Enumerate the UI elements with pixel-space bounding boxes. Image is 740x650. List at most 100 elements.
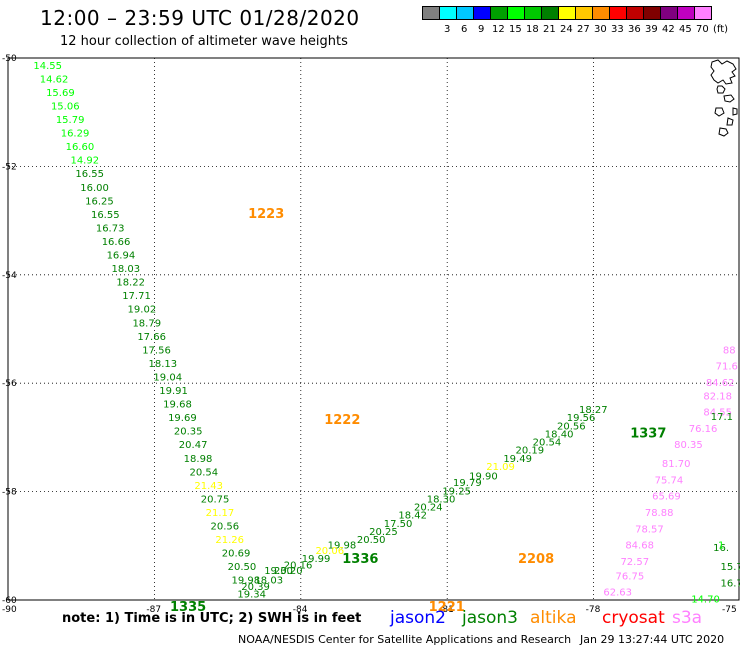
scale-label: 70 (696, 24, 709, 35)
scale-label: 24 (560, 24, 573, 35)
wave-height-reading: 18.13 (149, 359, 178, 370)
y-tick-label: -50 (2, 54, 17, 64)
x-tick-label: -81 (439, 605, 454, 615)
wave-height-reading: 16.94 (107, 251, 136, 262)
wave-height-reading: 19.56 (567, 413, 596, 424)
wave-height-reading: 14.70 (691, 595, 720, 606)
wave-height-reading: 62.63 (603, 588, 632, 599)
y-tick-label: -56 (2, 379, 17, 389)
scale-unit: (ft) (713, 24, 729, 35)
wave-height-reading: 19.98 (328, 541, 357, 552)
wave-height-reading: 88 (723, 345, 736, 356)
credit-line: NOAA/NESDIS Center for Satellite Applica… (238, 633, 572, 646)
wave-height-reading: 71.6 (716, 362, 738, 373)
wave-height-reading: 20.20 (274, 566, 303, 577)
wave-height-reading: 19.30 (264, 566, 293, 577)
pass-time-label: 1335 (170, 600, 206, 615)
wave-height-reading: 15.69 (46, 88, 75, 99)
coastline-segment (714, 107, 725, 117)
wave-height-reading: 20.69 (222, 549, 251, 560)
wave-height-reading: 19.99 (302, 554, 331, 565)
wave-height-reading: 18.27 (579, 405, 608, 416)
coastline-segment (723, 94, 735, 103)
legend-item-jason2: jason2 (390, 608, 446, 628)
wave-height-reading: 18.30 (427, 494, 456, 505)
coastline-segment (726, 117, 734, 126)
wave-height-reading: 19.68 (163, 400, 192, 411)
wave-height-reading: 15.7 (720, 562, 740, 573)
wave-height-reading: 19.25 (442, 486, 471, 497)
wave-height-reading: 16.55 (91, 210, 120, 221)
wave-height-reading: 17.56 (142, 345, 171, 356)
wave-height-reading: 20.06 (315, 546, 344, 557)
wave-height-reading: 19.49 (503, 454, 532, 465)
wave-height-reading: 16.60 (66, 142, 95, 153)
scale-label: 42 (662, 24, 675, 35)
wave-height-reading: 72.57 (620, 557, 649, 568)
y-tick-label: -54 (2, 271, 17, 281)
scale-label: 12 (492, 24, 505, 35)
axis-ticks: -90 -87 -84 -81 -78 -75 -50 -52 -54 -56 -58 -60 (2, 54, 737, 615)
wave-height-reading: 18.03 (254, 576, 283, 587)
wave-height-reading: 19.34 (237, 589, 266, 600)
x-tick-label: -75 (722, 605, 737, 615)
wave-height-reading: 16.25 (85, 196, 114, 207)
scale-label: 9 (478, 24, 485, 35)
legend-item-jason3: jason3 (462, 608, 518, 628)
wave-height-reading: 20.25 (369, 527, 398, 538)
x-tick-label: -84 (293, 605, 308, 615)
legend-item-altika: altika (530, 608, 577, 628)
wave-height-reading: 65.69 (652, 492, 681, 503)
scale-label: 27 (577, 24, 590, 35)
wave-height-reading: 14.92 (70, 156, 99, 167)
wave-height-reading: 20.39 (241, 582, 270, 593)
wave-height-reading: 19.02 (128, 305, 157, 316)
scale-label: 39 (645, 24, 658, 35)
wave-height-reading: 78.57 (635, 524, 664, 535)
scale-label: 30 (594, 24, 607, 35)
wave-height-reading: 20.50 (228, 562, 257, 573)
scale-label: 15 (509, 24, 522, 35)
wave-height-reading: 19.79 (453, 478, 482, 489)
coastline-segment (732, 107, 738, 116)
wave-height-reading: 19.98 (232, 576, 261, 587)
scale-label: 36 (628, 24, 641, 35)
wave-height-reading: 18.40 (545, 429, 574, 440)
pass-time-label: 1337 (630, 426, 666, 441)
wave-height-reading: 18.22 (116, 278, 145, 289)
y-tick-label: -58 (2, 488, 17, 498)
pass-time-label: 1222 (324, 413, 360, 428)
pass-time-label: 2208 (518, 552, 554, 567)
wave-height-reading: 84.62 (706, 378, 735, 389)
wave-height-reading: 81.70 (662, 459, 691, 470)
wave-height-reading: 20.56 (211, 522, 240, 533)
map-grid (7, 57, 740, 601)
wave-height-reading: 19.91 (159, 386, 188, 397)
wave-height-reading: 75.74 (655, 475, 684, 486)
scale-label: 18 (526, 24, 539, 35)
wave-height-reading: 19.90 (469, 472, 498, 483)
pass-time-label: 1336 (342, 552, 378, 567)
wave-height-reading: 18.79 (132, 318, 161, 329)
wave-height-reading: 76.75 (616, 571, 645, 582)
pass-time-label: 1221 (429, 600, 465, 615)
wave-height-reading: 16.00 (80, 183, 109, 194)
wave-height-reading: 14.62 (40, 74, 69, 85)
wave-height-reading: 20.54 (533, 438, 562, 449)
wave-height-reading: 20.47 (179, 440, 208, 451)
x-tick-label: -78 (586, 605, 601, 615)
wave-height-reading: 20.35 (174, 427, 203, 438)
scale-label: 33 (611, 24, 624, 35)
pass-time-label: 1223 (248, 207, 284, 222)
wave-height-reading: 15.06 (51, 101, 80, 112)
wave-height-reading: 17.50 (384, 519, 413, 530)
wave-height-reading: 80.35 (674, 440, 703, 451)
wave-height-reading: 14.55 (33, 61, 62, 72)
x-tick-label: -90 (2, 605, 17, 615)
wave-height-reading: 16.72 (720, 578, 740, 589)
wave-height-reading: 21.17 (206, 508, 235, 519)
wave-height-reading: 18.03 (111, 264, 140, 275)
wave-height-reading: 82.18 (703, 391, 732, 402)
wave-height-reading: 16.73 (96, 223, 125, 234)
